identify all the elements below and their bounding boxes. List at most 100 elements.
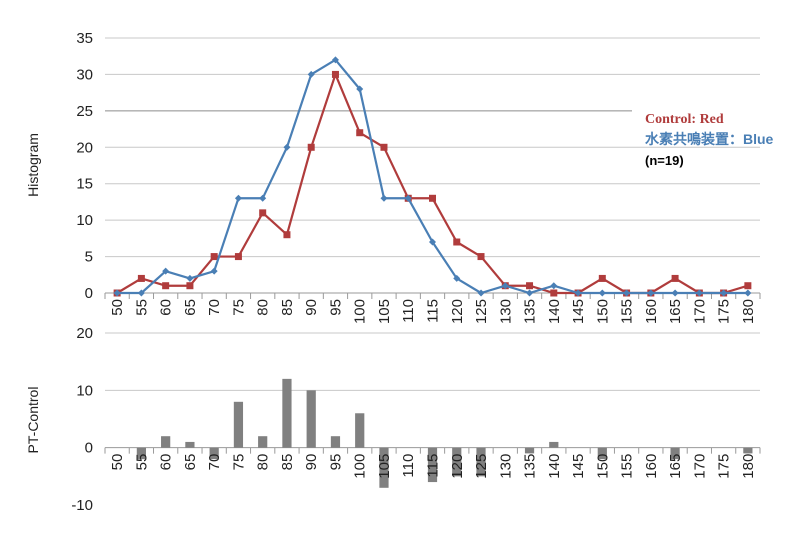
histogram-x-tick-label: 50: [109, 299, 126, 316]
histogram-y-ticks: 0 5 10 15 20 25 30 35: [76, 30, 93, 302]
data-point-device-blue: [720, 289, 728, 297]
pt-control-x-tick-label: 55: [133, 454, 150, 471]
data-point-device-blue: [137, 289, 145, 297]
data-point-device-blue: [550, 282, 558, 290]
histogram-x-tick-label: 180: [740, 299, 757, 324]
histogram-x-tick-label: 150: [594, 299, 611, 324]
histogram-x-tick-label: 165: [667, 299, 684, 324]
pt-control-x-tick-label: 145: [570, 454, 587, 479]
histogram-y-tick-label: 0: [85, 285, 93, 302]
histogram-x-tick-label: 155: [619, 299, 636, 324]
data-point-control-red: [234, 253, 242, 261]
pt-control-x-tick-label: 120: [449, 454, 466, 479]
pt-control-x-tick-label: 70: [206, 454, 223, 471]
pt-control-bar: [282, 378, 292, 448]
data-point-device-blue: [598, 289, 606, 297]
data-point-control-red: [671, 274, 679, 282]
pt-control-x-tick-label: 170: [691, 454, 708, 479]
data-point-control-red: [331, 70, 339, 78]
data-point-control-red: [744, 282, 752, 290]
histogram-y-tick-label: 30: [76, 66, 93, 83]
histogram-x-tick-label: 60: [158, 299, 175, 316]
histogram-y-tick-label: 20: [76, 139, 93, 156]
pt-control-bar: [306, 390, 316, 448]
pt-control-x-tick-label: 95: [327, 454, 344, 471]
data-point-control-red: [526, 282, 534, 290]
legend-device-blue: 水素共鳴装置：Blue: [645, 131, 774, 147]
histogram-x-tick-label: 125: [473, 299, 490, 324]
data-point-control-red: [283, 231, 291, 239]
histogram-x-tick-label: 65: [182, 299, 199, 316]
data-point-control-red: [307, 143, 315, 151]
pt-control-x-tick-label: 65: [182, 454, 199, 471]
histogram-y-tick-label: 25: [76, 103, 93, 120]
pt-control-x-tick-label: 175: [716, 454, 733, 479]
histogram-y-axis-label: Histogram: [25, 133, 41, 197]
pt-control-x-tick-label: 115: [425, 454, 442, 478]
pt-control-x-tick-label: 155: [619, 454, 636, 479]
pt-control-chart: -10 0 10 20 50 55 60 65 70 75 80 85 90 95 100 105 110 11…: [25, 325, 761, 514]
histogram-x-tick-label: 130: [497, 299, 514, 324]
data-point-device-blue: [695, 289, 703, 297]
data-point-control-red: [137, 274, 145, 282]
histogram-y-tick-label: 35: [76, 30, 93, 47]
pt-control-bar: [209, 447, 219, 460]
data-point-device-blue: [574, 289, 582, 297]
pt-control-bar: [330, 436, 341, 448]
pt-control-x-tick-label: 125: [473, 454, 490, 479]
data-point-device-blue: [404, 194, 412, 202]
pt-control-x-tick-label: 165: [667, 454, 684, 479]
pt-control-x-tick-label: 180: [740, 454, 757, 479]
pt-control-x-tick-label: 75: [230, 454, 247, 471]
histogram-x-tick-label: 145: [570, 299, 587, 324]
pt-control-x-tick-label: 110: [400, 454, 417, 478]
histogram-x-tick-label: 105: [376, 299, 393, 324]
data-point-control-red: [259, 209, 267, 217]
histogram-x-tick-label: 55: [133, 299, 150, 316]
pt-control-bar: [549, 441, 559, 448]
data-point-device-blue: [283, 143, 291, 151]
pt-control-bar: [185, 441, 195, 448]
pt-control-y-tick-label: 10: [76, 382, 93, 399]
histogram-x-tick-label: 110: [400, 299, 417, 323]
histogram-x-tick-label: 120: [449, 299, 466, 324]
pt-control-y-tick-label: -10: [71, 497, 93, 514]
data-point-control-red: [210, 253, 218, 261]
histogram-x-tick-label: 170: [691, 299, 708, 324]
histogram-x-tick-label: 95: [327, 299, 344, 316]
data-point-device-blue: [234, 194, 242, 202]
data-point-control-red: [356, 129, 364, 137]
histogram-x-tick-label: 75: [230, 299, 247, 316]
histogram-series: [113, 56, 752, 297]
histogram-x-tick-label: 160: [643, 299, 660, 324]
data-point-device-blue: [501, 282, 509, 290]
pt-control-bar: [597, 447, 607, 460]
data-point-control-red: [477, 253, 485, 261]
pt-control-y-axis-label: PT-Control: [25, 387, 41, 454]
data-point-device-blue: [162, 267, 170, 275]
histogram-x-tick-label: 140: [546, 299, 563, 324]
pt-control-x-tick-label: 135: [522, 454, 539, 479]
pt-control-x-tick-label: 80: [255, 454, 272, 471]
data-point-control-red: [550, 289, 558, 297]
pt-control-x-tick-label: 100: [352, 454, 369, 479]
pt-control-bar: [258, 436, 268, 448]
pt-control-x-tick-label: 85: [279, 454, 296, 471]
pt-control-bar: [743, 447, 753, 454]
histogram-chart: 0 5 10 15 20 25 30 35 50 55 60 65 70 75 80 85 90 95 100 10…: [25, 30, 774, 324]
histogram-x-tick-label: 135: [522, 299, 539, 324]
data-point-device-blue: [647, 289, 655, 297]
pt-control-bar: [136, 447, 146, 460]
data-point-device-blue: [307, 70, 315, 78]
data-point-device-blue: [526, 289, 534, 297]
histogram-x-tick-label: 80: [255, 299, 272, 316]
histogram-x-tick-label: 175: [716, 299, 733, 324]
pt-control-bar: [476, 447, 486, 477]
pt-control-x-tick-label: 50: [109, 454, 126, 471]
data-point-device-blue: [671, 289, 679, 297]
data-point-device-blue: [113, 289, 121, 297]
pt-control-bar: [670, 447, 680, 460]
data-point-control-red: [186, 282, 194, 290]
pt-control-bar: [355, 413, 365, 448]
histogram-y-tick-label: 5: [85, 249, 93, 266]
